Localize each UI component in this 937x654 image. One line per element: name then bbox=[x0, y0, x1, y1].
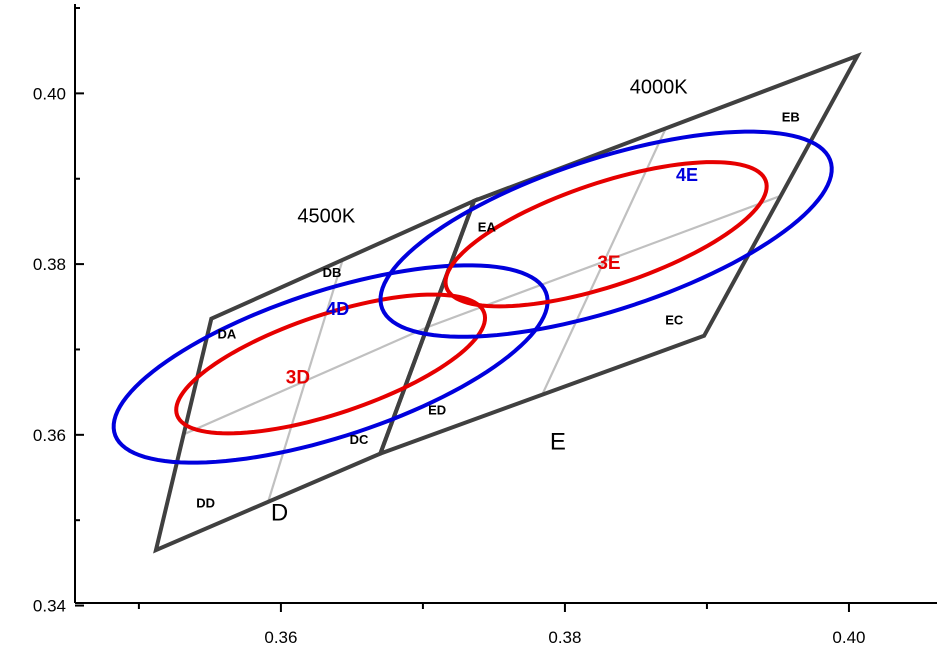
tick-labels: 0.34 0.36 0.38 0.40 0.36 0.38 0.40 bbox=[33, 84, 866, 647]
label-3e: 3E bbox=[597, 253, 620, 274]
label-4500k: 4500K bbox=[297, 205, 355, 227]
label-ed: ED bbox=[428, 402, 446, 417]
label-3d: 3D bbox=[286, 368, 310, 389]
ellipse-4d bbox=[111, 263, 550, 465]
y-tick-label: 0.36 bbox=[33, 426, 66, 445]
x-tick-label: 0.40 bbox=[832, 628, 865, 647]
bin-outline-e bbox=[376, 52, 862, 457]
axes bbox=[74, 4, 937, 612]
ellipse-3e bbox=[443, 160, 769, 309]
label-eb: EB bbox=[782, 110, 800, 125]
label-dc: DC bbox=[350, 432, 369, 447]
label-dd: DD bbox=[196, 495, 215, 510]
label-ea: EA bbox=[478, 220, 497, 235]
divider-d-1 bbox=[183, 326, 428, 436]
label-4000k: 4000K bbox=[630, 77, 688, 99]
annotations: 4500K 4000K D E DA DB DC DD EA EB EC ED 4D 3D 4E 3E bbox=[196, 77, 800, 527]
label-ec: EC bbox=[665, 313, 684, 328]
label-da: DA bbox=[218, 326, 237, 341]
label-4e: 4E bbox=[676, 165, 698, 185]
label-e: E bbox=[550, 429, 566, 456]
macadam-ellipses bbox=[111, 129, 834, 465]
ellipse-3d bbox=[174, 292, 488, 436]
x-tick-label: 0.38 bbox=[548, 628, 581, 647]
label-d: D bbox=[271, 500, 288, 527]
ellipse-4e bbox=[378, 129, 834, 339]
label-4d: 4D bbox=[326, 299, 349, 319]
y-tick-label: 0.40 bbox=[33, 84, 66, 103]
x-tick-label: 0.36 bbox=[264, 628, 297, 647]
label-db: DB bbox=[323, 265, 342, 280]
y-tick-label: 0.38 bbox=[33, 255, 66, 274]
y-tick-label: 0.34 bbox=[33, 597, 66, 616]
bin-outlines bbox=[153, 52, 862, 554]
